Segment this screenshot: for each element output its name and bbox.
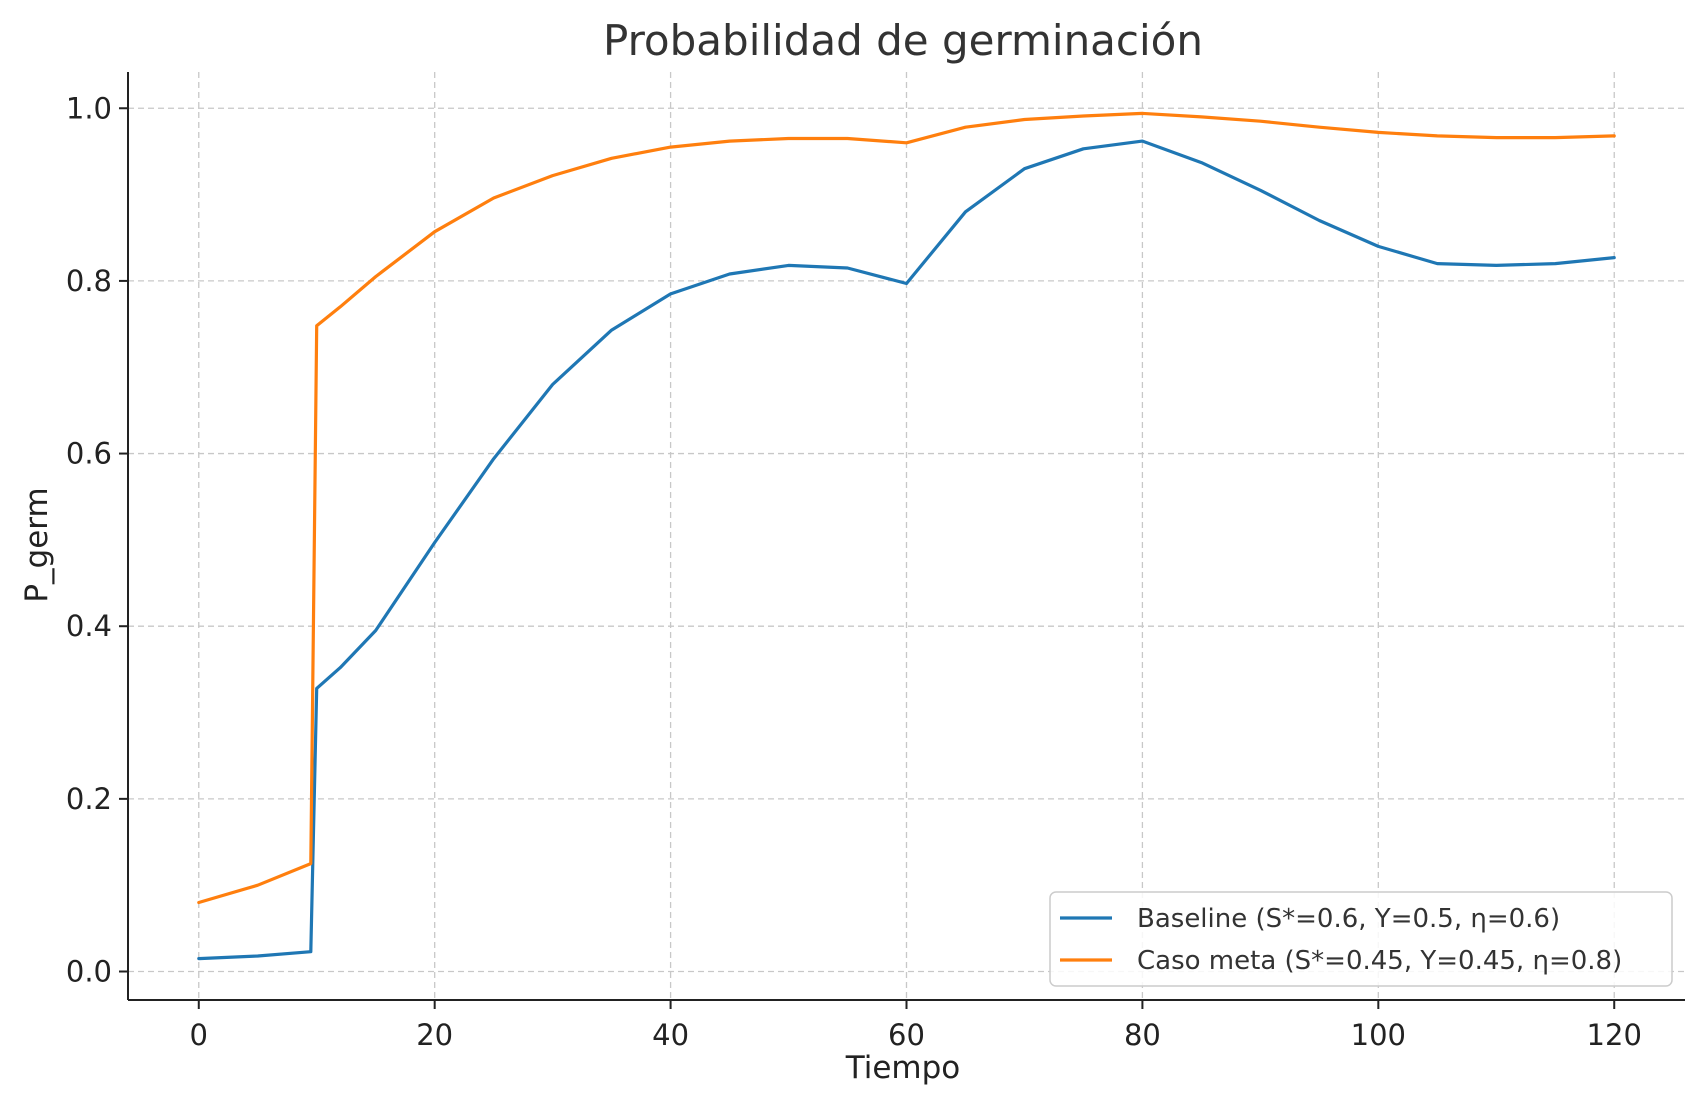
y-tick-label: 1.0 [66,91,112,125]
y-tick-label: 0.8 [66,264,112,298]
series-lines [197,111,1616,961]
y-tick-label: 0.4 [66,609,112,643]
ticks: 0 20 40 60 80 100 120 0.0 0.2 0.4 0.6 0.8 1.0 [66,91,1642,1052]
x-axis-label: Tiempo [845,1050,961,1086]
y-tick-label: 0.2 [66,782,112,816]
series-line-2 [197,111,1616,905]
x-tick-label: 120 [1587,1018,1642,1052]
legend: Baseline (S*=0.6, Y=0.5, η=0.6) Caso meta… [1049,891,1673,987]
series-line-1 [197,139,1616,961]
legend-label-2: Caso meta (S*=0.45, Y=0.45, η=0.8) [1137,946,1622,976]
legend-box [1049,891,1673,987]
y-tick-label: 0.6 [66,437,112,471]
x-tick-label: 20 [416,1018,453,1052]
x-tick-label: 40 [652,1018,689,1052]
y-tick-label: 0.0 [66,955,112,989]
x-tick-label: 0 [190,1018,208,1052]
x-tick-label: 100 [1351,1018,1406,1052]
grid [128,72,1685,1000]
x-tick-label: 80 [1124,1018,1161,1052]
y-axis-label: P_germ [19,487,55,602]
legend-label-1: Baseline (S*=0.6, Y=0.5, η=0.6) [1137,904,1560,934]
chart-title: Probabilidad de germinación [603,16,1203,65]
x-tick-label: 60 [888,1018,925,1052]
